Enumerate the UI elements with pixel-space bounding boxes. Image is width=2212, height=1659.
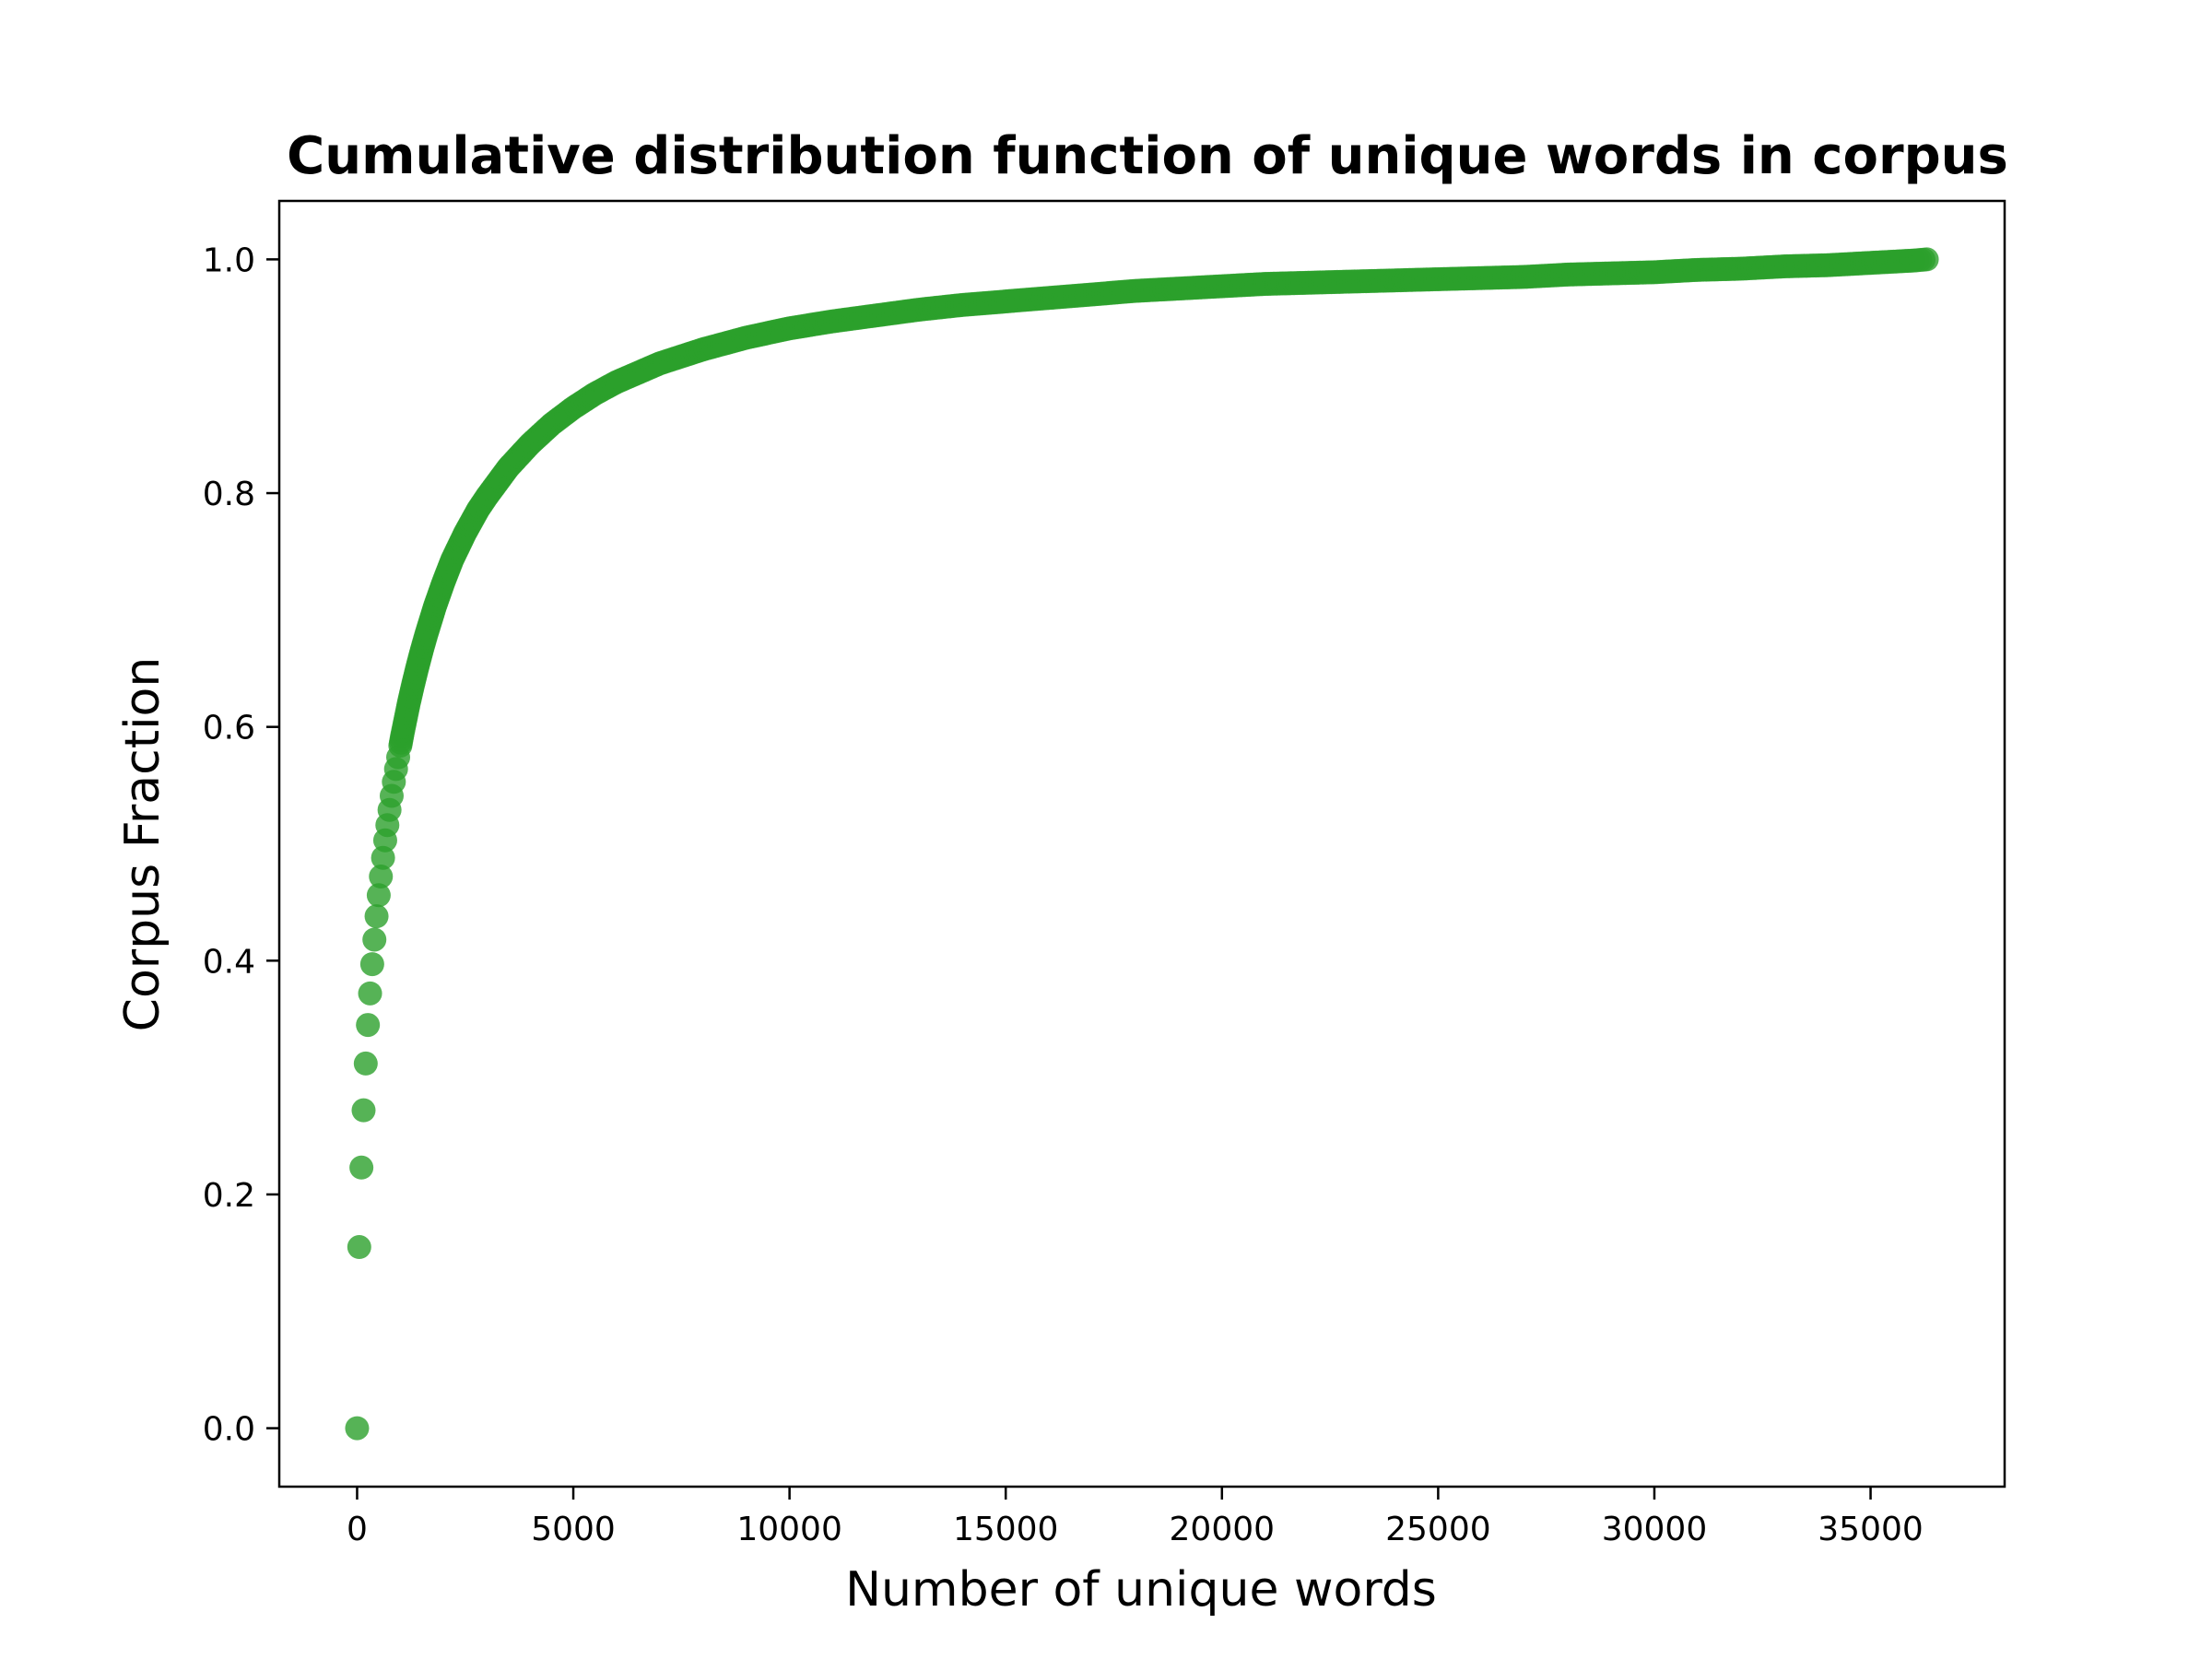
- data-point: [366, 883, 391, 908]
- data-point: [359, 952, 384, 977]
- x-axis-ticks: 0 5000 10000 15000 20000 25000 30000 35000: [347, 1487, 1924, 1548]
- data-point: [351, 1098, 376, 1123]
- x-axis-label: Number of unique words: [845, 1562, 1437, 1618]
- plot-frame: [277, 199, 2006, 1488]
- x-tick-label: 0: [347, 1511, 368, 1548]
- data-point: [371, 845, 395, 870]
- y-tick-label: 0.6: [203, 710, 255, 747]
- y-tick-label: 0.2: [203, 1177, 255, 1215]
- y-tick-label: 0.4: [203, 943, 255, 981]
- x-tick-label: 20000: [1170, 1511, 1276, 1548]
- data-point: [347, 1235, 371, 1260]
- x-tick-label: 30000: [1602, 1511, 1708, 1548]
- data-point: [362, 927, 387, 952]
- y-tick-label: 1.0: [203, 241, 255, 279]
- data-point: [345, 1416, 370, 1441]
- data-point: [364, 904, 389, 929]
- y-axis-ticks: 0.0 0.2 0.4 0.6 0.8 1.0: [203, 241, 279, 1449]
- x-tick-label: 5000: [531, 1511, 616, 1548]
- x-tick-label: 25000: [1385, 1511, 1491, 1548]
- data-point: [349, 1155, 374, 1180]
- chart-title: Cumulative distribution function of uniq…: [287, 126, 2008, 186]
- data-point: [358, 981, 382, 1006]
- data-point: [369, 865, 394, 889]
- y-axis-label: Corpus Fraction: [115, 657, 171, 1032]
- data-point: [353, 1051, 378, 1076]
- data-points: [345, 247, 1939, 1441]
- y-tick-label: 0.8: [203, 476, 255, 513]
- x-tick-label: 10000: [736, 1511, 842, 1548]
- data-point: [1914, 247, 1939, 272]
- x-tick-label: 15000: [953, 1511, 1059, 1548]
- x-tick-label: 35000: [1818, 1511, 1924, 1548]
- data-point: [356, 1013, 381, 1038]
- y-tick-label: 0.0: [203, 1411, 255, 1449]
